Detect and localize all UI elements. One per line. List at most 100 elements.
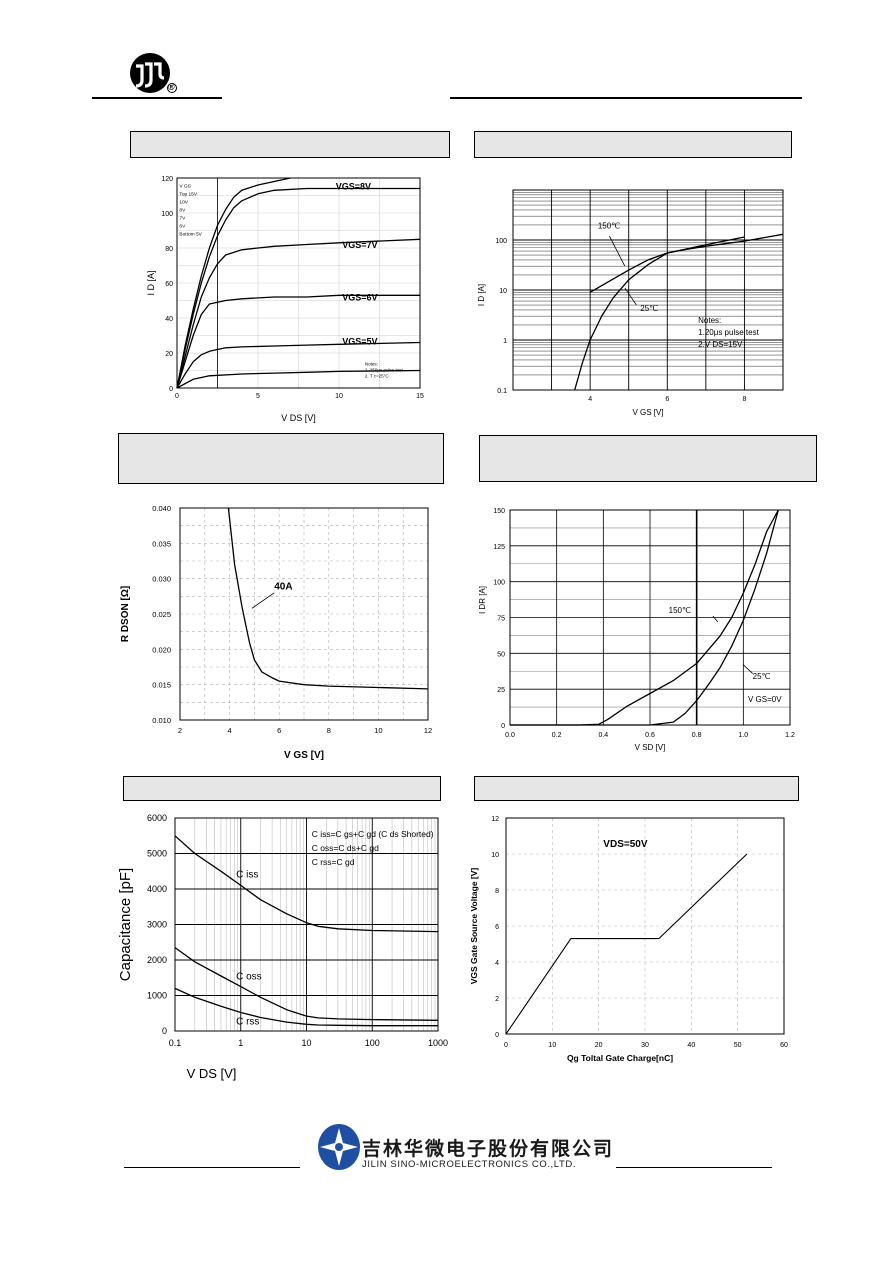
legend-text: C rss=C gd [312, 857, 355, 867]
notes-text: 1. 250μs pulse test [365, 367, 404, 372]
series-line-5 [176, 177, 291, 389]
capacitance-chart: 0.1 1 10 100 1000 0 1000 2000 3000 4000 5000 6000 C … [117, 813, 448, 1081]
series-line-3 [176, 341, 421, 389]
y-tick-label: 4 [495, 960, 499, 967]
curve-label: C rss [236, 1017, 259, 1028]
y-tick-label: 0 [495, 1032, 499, 1039]
legend-text: 7V [179, 216, 186, 222]
series-line-2 [176, 294, 420, 389]
y-axis-label: I D [A] [477, 284, 486, 306]
x-tick-label: 1000 [428, 1038, 448, 1048]
x-tick-label: 20 [595, 1042, 603, 1049]
series-line-1 [510, 509, 779, 726]
chart-title-box-rdson [118, 433, 444, 484]
x-tick-label: 0.1 [169, 1038, 182, 1048]
legend-text: C iss=C gs+C gd (C ds Shorted) [312, 829, 434, 839]
star-swirl-logo-icon [318, 1124, 360, 1170]
legend-text: C oss=C ds+C gd [312, 843, 379, 853]
notes-text: 2.V DS=15V [698, 340, 743, 349]
x-tick-label: 2 [178, 726, 182, 735]
series-line-1 [574, 236, 745, 391]
legend-text: 8V [179, 208, 186, 214]
curve-label: 150℃ [598, 221, 620, 230]
x-tick-label: 0.4 [598, 732, 608, 739]
notes-text: 2. T c=25°C [365, 373, 390, 378]
curve-label: VGS=8V [336, 181, 371, 191]
curve-label: VGS=5V [342, 336, 377, 346]
company-logo: ® [128, 52, 178, 96]
x-tick-label: 6 [277, 726, 281, 735]
x-tick-label: 0.2 [552, 732, 562, 739]
annotation-arrow [712, 615, 718, 623]
y-tick-label: 0 [501, 723, 505, 730]
series-line-1 [174, 947, 439, 1021]
y-axis-label: R DSON [Ω] [120, 586, 131, 642]
annotation-arrow [743, 664, 753, 674]
x-axis-label: Qg Toltal Gate Charge[nC] [567, 1053, 673, 1063]
company-name-cn: 吉林华微电子股份有限公司 [362, 1138, 615, 1160]
x-tick-label: 0.8 [692, 732, 702, 739]
chart-title-box-gate-charge [474, 776, 799, 801]
y-tick-label: 120 [161, 176, 173, 183]
y-tick-label: 100 [493, 580, 505, 587]
y-tick-label: 1000 [147, 991, 167, 1001]
x-tick-label: 4 [228, 726, 232, 735]
gate-charge-chart: 0 10 20 30 40 50 60 0 2 4 6 8 10 12 VDS=50V Qg Toltal G… [469, 816, 788, 1063]
x-tick-label: 60 [780, 1042, 788, 1049]
x-tick-label: 1 [238, 1038, 243, 1048]
series-line-0 [589, 233, 784, 293]
x-axis-label: V GS [V] [284, 750, 324, 761]
y-tick-label: 8 [495, 888, 499, 895]
transfer-characteristics-chart: 4 6 8 0.1 1 10 100 150℃ 25℃ Notes: 1.20μs pulse te… [477, 189, 784, 417]
y-tick-label: 3000 [147, 920, 167, 930]
y-tick-label: 6 [495, 924, 499, 931]
notes-text: Notes: [365, 361, 378, 366]
header-rule-left [92, 97, 222, 99]
x-tick-label: 1.2 [785, 732, 795, 739]
y-tick-label: 4000 [147, 884, 167, 894]
registered-mark: ® [168, 82, 175, 92]
curve-label: 25℃ [640, 304, 658, 313]
jsc-circle-logo-icon [130, 53, 177, 93]
annotation-arrow [251, 592, 275, 609]
chart-title-box-capacitance [123, 776, 441, 801]
annotation-arrow [609, 235, 626, 267]
y-tick-label: 0.035 [152, 539, 171, 548]
y-tick-label: 40 [165, 316, 173, 323]
y-tick-label: 2000 [147, 955, 167, 965]
x-tick-label: 30 [641, 1042, 649, 1049]
series-line-0 [510, 509, 779, 726]
plot-frame [512, 189, 784, 391]
plot-frame [179, 507, 429, 721]
y-tick-label: 100 [495, 238, 507, 245]
legend-text: Top 15V [179, 192, 197, 198]
curve-label: 150℃ [669, 606, 691, 615]
x-tick-label: 15 [416, 393, 424, 400]
company-name-en: JILIN SINO-MICROELECTRONICS CO.,LTD. [362, 1159, 577, 1170]
x-tick-label: 12 [424, 726, 432, 735]
legend-text: 10V [179, 200, 188, 206]
y-tick-label: 80 [165, 246, 173, 253]
legend-text: 6V [179, 224, 186, 230]
x-axis-label: V DS [V] [281, 413, 316, 423]
y-tick-label: 0.010 [152, 716, 171, 725]
body-diode-chart: 0.0 0.2 0.4 0.6 0.8 1.0 1.2 0 25 50 75 100 125 150 150… [478, 508, 795, 752]
y-axis-label: Capacitance [pF] [117, 868, 134, 981]
x-tick-label: 6 [665, 396, 669, 403]
y-tick-label: 20 [165, 351, 173, 358]
x-tick-label: 10 [335, 393, 343, 400]
plot-frame [176, 177, 421, 389]
x-tick-label: 10 [301, 1038, 311, 1048]
header-rule-right [450, 97, 802, 99]
x-tick-label: 40 [687, 1042, 695, 1049]
x-tick-label: 0.6 [645, 732, 655, 739]
x-tick-label: 0 [175, 393, 179, 400]
series-line-0 [174, 835, 439, 933]
y-tick-label: 0.020 [152, 645, 171, 654]
y-axis-label: I DR [A] [478, 586, 487, 614]
x-tick-label: 0 [504, 1042, 508, 1049]
x-tick-label: 50 [734, 1042, 742, 1049]
x-axis-label: V SD [V] [635, 743, 666, 752]
notes-text: 1.20μs pulse test [698, 328, 759, 337]
output-characteristics-chart: 0 5 10 15 0 20 40 60 80 100 120 VGS=8V VGS=7V VGS=6V V… [146, 176, 424, 423]
